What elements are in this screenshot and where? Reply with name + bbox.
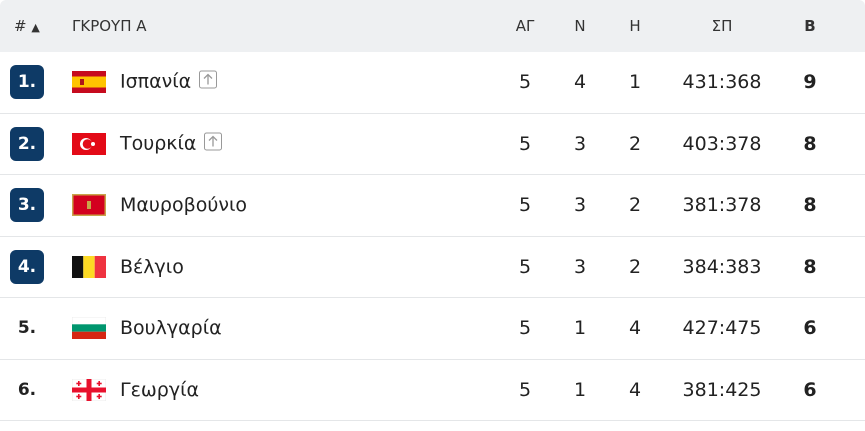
losses: 4	[628, 317, 642, 340]
team-name[interactable]: Τουρκία	[120, 132, 197, 155]
up-arrow	[204, 132, 223, 151]
qualified-icon	[199, 70, 218, 94]
total: 8	[803, 194, 817, 217]
points: 381:378	[682, 194, 762, 217]
points: 384:383	[682, 255, 762, 278]
rank: 6.	[17, 379, 37, 400]
team-cell: Γεωργία	[120, 379, 199, 401]
table-row[interactable]: 4. Βέλγιο 5 3 2 384:383 8	[0, 237, 865, 298]
points: 403:378	[682, 132, 762, 155]
wins: 3	[573, 255, 587, 278]
column-header[interactable]: Η	[629, 17, 641, 35]
rank: 3.	[10, 188, 44, 223]
column-header[interactable]: Ν	[574, 17, 586, 35]
column-header[interactable]: ΑΓ	[515, 17, 535, 35]
points: 431:368	[682, 71, 762, 94]
points: 381:425	[682, 378, 762, 401]
team-name[interactable]: Βέλγιο	[120, 255, 184, 278]
up-arrow	[199, 70, 218, 89]
rank: 4.	[10, 249, 44, 284]
table-row[interactable]: 1. Ισπανία 5 4 1 431:368 9	[0, 52, 865, 114]
played: 5	[518, 71, 532, 94]
team-cell: Βουλγαρία	[120, 317, 222, 339]
rank: 1.	[10, 65, 44, 100]
table-row[interactable]: 6. Γεωργία 5 1 4 381:425 6	[0, 360, 865, 421]
flag	[72, 71, 106, 98]
table-row[interactable]: 3. Μαυροβούνιο 5 3 2 381:378 8	[0, 175, 865, 237]
team-name[interactable]: Μαυροβούνιο	[120, 194, 248, 217]
wins: 1	[573, 317, 587, 340]
flag	[72, 255, 106, 283]
rank-header[interactable]: # ▲	[14, 17, 40, 35]
wins: 1	[573, 378, 587, 401]
losses: 2	[628, 132, 642, 155]
team-name[interactable]: Ισπανία	[120, 70, 192, 93]
rank: 2.	[10, 126, 44, 161]
points: 427:475	[682, 317, 762, 340]
team-cell: Ισπανία	[120, 70, 218, 94]
qualified-icon	[204, 132, 223, 155]
losses: 2	[628, 255, 642, 278]
flag-icon	[71, 378, 107, 401]
flag	[72, 132, 106, 160]
played: 5	[518, 132, 532, 155]
played: 5	[518, 317, 532, 340]
flag	[71, 317, 107, 344]
rank-header-text: #	[14, 17, 27, 35]
header-row: # ▲ ΓΚΡΟΥΠ Α ΑΓ Ν Η ΣΠ Β	[0, 0, 865, 52]
flag-icon	[72, 132, 106, 155]
group-header: ΓΚΡΟΥΠ Α	[72, 17, 147, 35]
flag-icon	[72, 255, 106, 278]
flag-icon	[71, 317, 107, 340]
played: 5	[518, 194, 532, 217]
played: 5	[518, 378, 532, 401]
total: 6	[803, 378, 817, 401]
total: 8	[803, 132, 817, 155]
column-header[interactable]: Β	[804, 17, 816, 35]
losses: 2	[628, 194, 642, 217]
flag-icon	[72, 194, 106, 217]
table-row[interactable]: 2. Τουρκία 5 3 2 403:378 8	[0, 114, 865, 175]
losses: 4	[628, 378, 642, 401]
flag	[72, 194, 106, 221]
team-cell: Τουρκία	[120, 132, 223, 155]
team-cell: Βέλγιο	[120, 256, 184, 278]
total: 6	[803, 317, 817, 340]
played: 5	[518, 255, 532, 278]
total: 8	[803, 255, 817, 278]
wins: 3	[573, 132, 587, 155]
team-cell: Μαυροβούνιο	[120, 194, 247, 216]
total: 9	[803, 71, 817, 94]
rank: 5.	[17, 318, 37, 339]
column-header[interactable]: ΣΠ	[711, 17, 733, 35]
flag	[71, 378, 107, 406]
wins: 4	[573, 71, 587, 94]
losses: 1	[628, 71, 642, 94]
team-name[interactable]: Γεωργία	[120, 378, 200, 401]
wins: 3	[573, 194, 587, 217]
team-name[interactable]: Βουλγαρία	[120, 317, 222, 340]
table-row[interactable]: 5. Βουλγαρία 5 1 4 427:475 6	[0, 298, 865, 360]
flag-icon	[72, 71, 106, 94]
